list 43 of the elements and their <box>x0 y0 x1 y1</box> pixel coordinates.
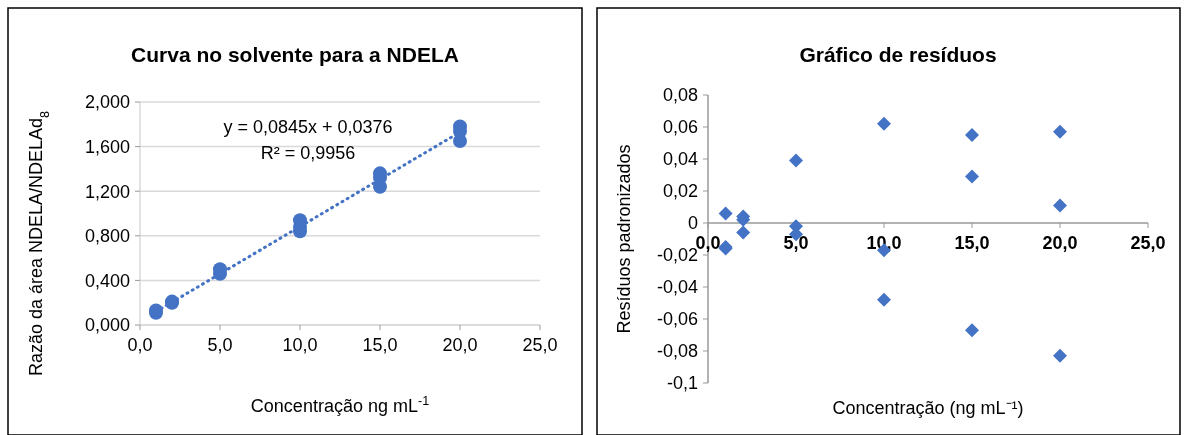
point <box>1053 348 1067 363</box>
annotation: y = 0,0845x + 0,0376 <box>223 117 393 137</box>
y-tick-label: 2,000 <box>84 92 130 113</box>
y-tick-label: 0,08 <box>662 85 698 106</box>
y-tick-label: -0,04 <box>656 277 698 298</box>
y-tick-label: 1,600 <box>84 136 130 157</box>
y-tick-label: 0,400 <box>84 270 130 291</box>
point <box>877 292 891 307</box>
x-axis-title: Concentração ng mL$^{-1}$ <box>250 394 430 416</box>
chart-title: Gráfico de resíduos <box>799 43 997 66</box>
annotation: R² = 0,9956 <box>260 143 356 163</box>
x-tick-label: 0,0 <box>127 335 153 355</box>
y-tick-label: -0,1 <box>666 373 698 394</box>
x-tick-label: 10,0 <box>282 335 318 355</box>
y-tick-label: 0,000 <box>84 315 130 336</box>
y-tick-label: 0 <box>687 213 698 234</box>
y-tick-label: -0,08 <box>656 341 698 362</box>
point <box>789 153 803 168</box>
y-tick-label: 0,02 <box>662 181 698 202</box>
chart-title: Curva no solvente para a NDELA <box>131 43 459 66</box>
x-tick-label: 15,0 <box>362 335 398 355</box>
y-tick-label: 1,200 <box>84 181 130 202</box>
x-tick-label: 25,0 <box>522 335 558 355</box>
point <box>965 128 979 142</box>
point <box>736 225 751 240</box>
y-tick-label: 0,800 <box>84 226 130 247</box>
x-tick-label: 5,0 <box>783 233 809 253</box>
y-tick-label: 0,06 <box>662 117 698 138</box>
point <box>965 169 979 184</box>
point <box>1053 198 1067 213</box>
point <box>718 206 733 221</box>
x-tick-label: 25,0 <box>1130 233 1166 253</box>
point <box>1053 124 1067 139</box>
x-tick-label: 20,0 <box>1042 233 1078 253</box>
y-tick-label: -0,06 <box>656 309 698 330</box>
x-tick-label: 20,0 <box>442 335 478 355</box>
y-axis-title: Resíduos padronizados <box>614 144 634 334</box>
x-axis-title: Concentração (ng mL⁻¹) <box>832 398 1024 418</box>
x-tick-label: 5,0 <box>207 335 233 355</box>
x-tick-label: 15,0 <box>954 233 990 253</box>
y-tick-label: 0,04 <box>662 149 698 170</box>
point <box>965 323 979 338</box>
point <box>877 116 891 131</box>
